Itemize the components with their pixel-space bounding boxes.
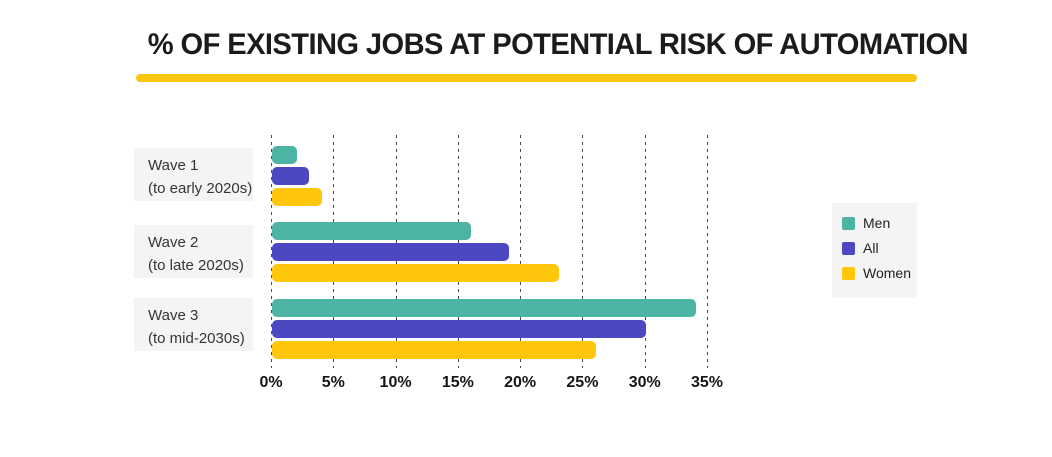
bar-women-wave-2: [272, 264, 559, 282]
legend: Men All Women: [832, 203, 917, 298]
category-subtitle: (to late 2020s): [148, 256, 244, 274]
x-tick-label-20: 20%: [504, 374, 537, 391]
x-tick-label-10: 10%: [379, 374, 412, 391]
category-label-wave-1: Wave 1 (to early 2020s): [134, 148, 253, 201]
gridline-25pct: [582, 135, 584, 368]
x-tick-label-35: 35%: [690, 374, 724, 391]
bar-men-wave-3: [272, 299, 696, 317]
legend-swatch-women: [842, 266, 855, 280]
legend-item-men: Men: [842, 215, 917, 231]
gridline-30pct: [644, 135, 646, 368]
bar-all-wave-2: [272, 243, 509, 261]
chart-title: % OF EXISTING JOBS AT POTENTIAL RISK OF …: [147, 28, 969, 61]
legend-label-women: Women: [863, 265, 911, 281]
category-subtitle: (to early 2020s): [148, 179, 253, 197]
bar-women-wave-1: [272, 188, 322, 206]
bar-all-wave-3: [272, 320, 646, 338]
x-tick-label-0: 0%: [259, 374, 283, 391]
legend-label-all: All: [863, 240, 879, 256]
legend-label-men: Men: [863, 215, 891, 231]
bar-men-wave-2: [272, 222, 472, 240]
x-tick-label-15: 15%: [441, 374, 474, 391]
x-tick-label-30: 30%: [628, 374, 661, 391]
x-tick-label-5: 5%: [321, 374, 345, 391]
gridline-20pct: [520, 135, 522, 368]
gridline-35pct: [707, 135, 708, 368]
legend-item-all: All: [842, 240, 917, 256]
category-label-wave-3: Wave 3 (to mid-2030s): [134, 298, 253, 351]
category-title: Wave 3: [148, 306, 199, 324]
category-title: Wave 2: [148, 233, 199, 251]
x-tick-label-25: 25%: [566, 374, 599, 391]
bar-women-wave-3: [272, 341, 596, 359]
title-underline-accent: [136, 74, 917, 82]
bar-all-wave-1: [272, 167, 310, 185]
legend-swatch-men: [842, 216, 855, 230]
legend-swatch-all: [842, 241, 855, 255]
category-label-wave-2: Wave 2 (to late 2020s): [134, 225, 253, 278]
category-subtitle: (to mid-2030s): [148, 329, 245, 347]
gridline-0pct: [271, 135, 272, 368]
category-title: Wave 1: [148, 156, 199, 174]
bar-men-wave-1: [272, 146, 297, 164]
legend-item-women: Women: [842, 265, 917, 281]
